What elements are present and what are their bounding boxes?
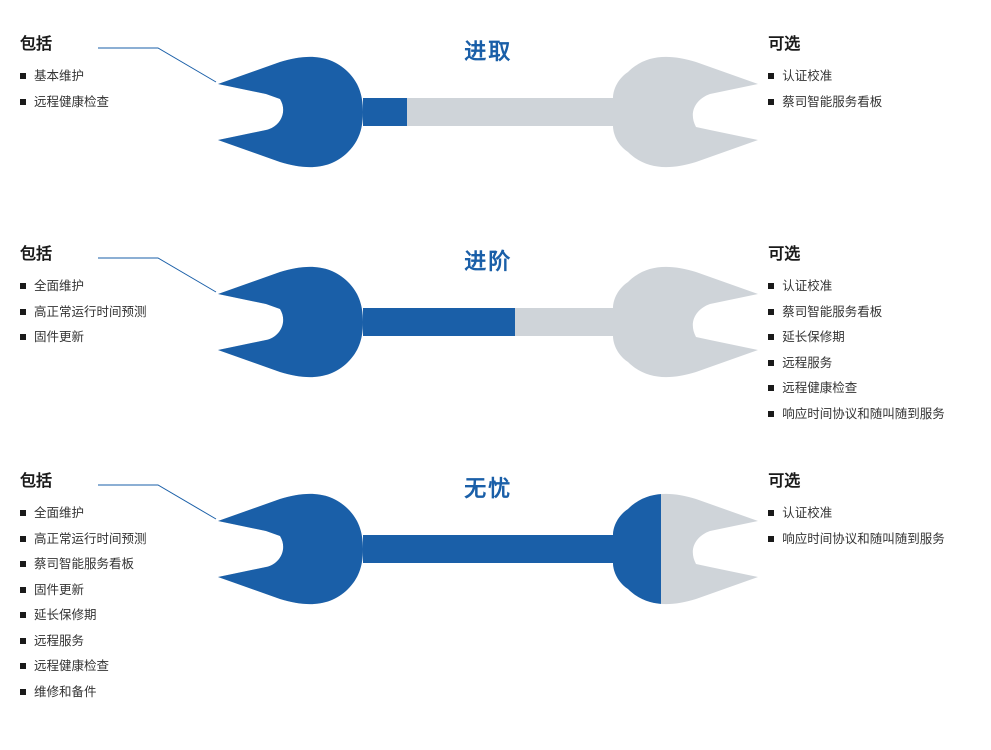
tier-carefree: 包括全面维护高正常运行时间预测蔡司智能服务看板固件更新延长保修期远程服务远程健康… — [20, 467, 971, 705]
optional-list: 认证校准蔡司智能服务看板 — [768, 64, 971, 115]
optional-list: 认证校准响应时间协议和随叫随到服务 — [768, 501, 971, 552]
wrench-column: 进阶 — [218, 240, 758, 382]
list-item: 认证校准 — [768, 64, 971, 90]
wrench-wrap: 进取 — [218, 52, 758, 172]
list-item: 蔡司智能服务看板 — [20, 552, 208, 578]
list-item: 延长保修期 — [20, 603, 208, 629]
included-column: 包括基本维护远程健康检查 — [20, 30, 218, 115]
list-item: 全面维护 — [20, 274, 208, 300]
list-item: 高正常运行时间预测 — [20, 300, 208, 326]
list-item: 响应时间协议和随叫随到服务 — [768, 527, 971, 553]
list-item: 远程服务 — [20, 629, 208, 655]
list-item: 认证校准 — [768, 274, 971, 300]
tier-aggressive: 包括基本维护远程健康检查进取 可选认证校准蔡司智能服务看板 — [20, 30, 971, 200]
list-item: 认证校准 — [768, 501, 971, 527]
list-item: 蔡司智能服务看板 — [768, 90, 971, 116]
tier-title: 进阶 — [218, 244, 758, 276]
included-list: 全面维护高正常运行时间预测固件更新 — [20, 274, 208, 351]
list-item: 高正常运行时间预测 — [20, 527, 208, 553]
wrench-column: 进取 — [218, 30, 758, 172]
optional-list: 认证校准蔡司智能服务看板延长保修期远程服务远程健康检查响应时间协议和随叫随到服务 — [768, 274, 971, 427]
wrench-wrap: 无忧 — [218, 489, 758, 609]
included-heading: 包括 — [20, 30, 208, 54]
list-item: 远程健康检查 — [20, 654, 208, 680]
optional-heading: 可选 — [768, 467, 971, 491]
included-column: 包括全面维护高正常运行时间预测蔡司智能服务看板固件更新延长保修期远程服务远程健康… — [20, 467, 218, 705]
optional-column: 可选认证校准响应时间协议和随叫随到服务 — [758, 467, 971, 552]
list-item: 固件更新 — [20, 325, 208, 351]
list-item: 延长保修期 — [768, 325, 971, 351]
optional-heading: 可选 — [768, 240, 971, 264]
included-list: 全面维护高正常运行时间预测蔡司智能服务看板固件更新延长保修期远程服务远程健康检查… — [20, 501, 208, 705]
list-item: 响应时间协议和随叫随到服务 — [768, 402, 971, 428]
included-column: 包括全面维护高正常运行时间预测固件更新 — [20, 240, 218, 351]
tier-title: 无忧 — [218, 471, 758, 503]
wrench-icon — [218, 262, 758, 382]
list-item: 全面维护 — [20, 501, 208, 527]
included-list: 基本维护远程健康检查 — [20, 64, 208, 115]
list-item: 远程服务 — [768, 351, 971, 377]
list-item: 固件更新 — [20, 578, 208, 604]
included-heading: 包括 — [20, 240, 208, 264]
optional-column: 可选认证校准蔡司智能服务看板 — [758, 30, 971, 115]
wrench-icon — [218, 489, 758, 609]
optional-column: 可选认证校准蔡司智能服务看板延长保修期远程服务远程健康检查响应时间协议和随叫随到… — [758, 240, 971, 427]
tier-title: 进取 — [218, 34, 758, 66]
list-item: 蔡司智能服务看板 — [768, 300, 971, 326]
wrench-wrap: 进阶 — [218, 262, 758, 382]
list-item: 基本维护 — [20, 64, 208, 90]
included-heading: 包括 — [20, 467, 208, 491]
wrench-icon — [218, 52, 758, 172]
list-item: 远程健康检查 — [768, 376, 971, 402]
wrench-column: 无忧 — [218, 467, 758, 609]
tier-advanced: 包括全面维护高正常运行时间预测固件更新进阶 可选认证校准蔡司智能服务看板延长保修… — [20, 240, 971, 427]
list-item: 维修和备件 — [20, 680, 208, 706]
list-item: 远程健康检查 — [20, 90, 208, 116]
optional-heading: 可选 — [768, 30, 971, 54]
